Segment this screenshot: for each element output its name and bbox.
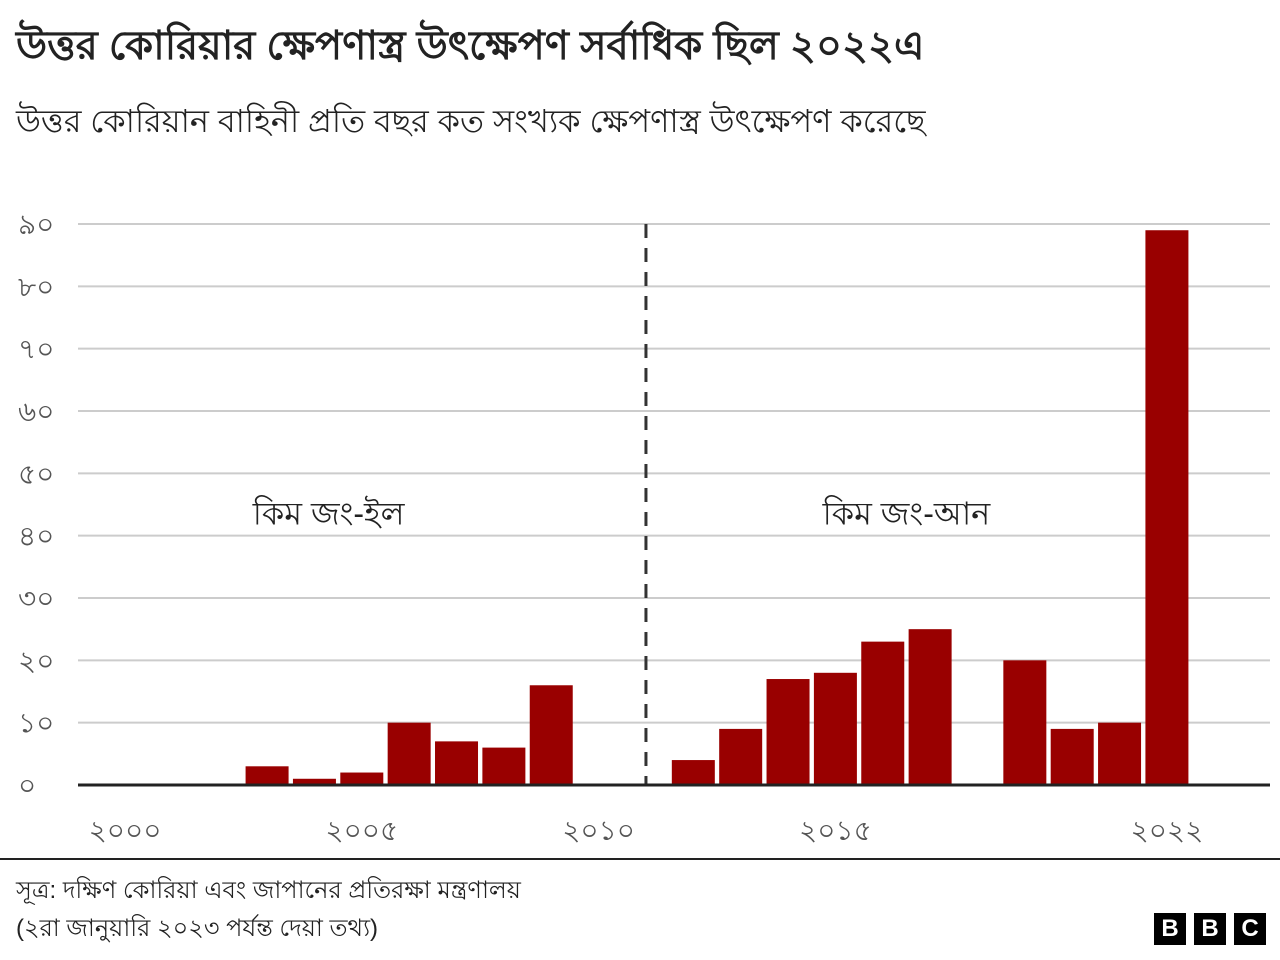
bar-2019 [1003,660,1047,785]
chart-subtitle: উত্তর কোরিয়ান বাহিনী প্রতি বছর কত সংখ্য… [16,103,926,139]
logo-letter: B [1154,913,1186,945]
footer-divider [0,858,1280,860]
source-line-2: (২রা জানুয়ারি ২০২৩ পর্যন্ত দেয়া তথ্য) [16,915,379,942]
y-tick-label: ৫০ [18,458,54,489]
x-tick-label: ২০২২ [1131,815,1204,846]
bar-2013 [719,728,763,785]
x-tick-label: ২০০৫ [325,815,398,846]
y-tick-label: ৪০ [18,521,54,552]
y-tick-label: ৬০ [18,396,54,427]
y-tick-label: ২০ [18,645,54,676]
x-tick-label: ২০১৫ [799,815,872,846]
bar-2017 [908,629,952,785]
era-label: কিম জং-আন [822,495,992,532]
bar-2015 [813,672,857,785]
logo-letter: C [1234,913,1266,945]
y-tick-label: ৩০ [18,583,54,614]
logo-letter: B [1194,913,1226,945]
y-tick-label: ০ [18,770,36,801]
y-tick-label: ৭০ [18,334,54,365]
source-line-1: সূত্র: দক্ষিণ কোরিয়া এবং জাপানের প্রতির… [16,877,521,904]
bar-2021 [1098,722,1142,785]
bar-2003 [245,766,289,785]
bar-2014 [766,679,810,785]
era-label: কিম জং-ইল [252,495,406,532]
bar-2016 [861,641,905,785]
x-tick-label: ২০১০ [562,815,635,846]
bar-2022 [1145,230,1189,785]
bar-chart: ০ ১০ ২০ ৩০ ৪০ ৫০ ৬০ ৭০ ৮০ ৯০ ২০০০ ২০০৫ ২০১০ ২০১৫ ২০২২ ক… [18,209,1270,846]
bar-2012 [671,760,715,785]
bbc-logo: B B C [1154,913,1266,945]
y-tick-label: ৯০ [18,209,54,240]
chart-title: উত্তর কোরিয়ার ক্ষেপণাস্ত্র উৎক্ষেপণ সর্… [16,24,925,68]
bar-2020 [1050,728,1094,785]
y-tick-label: ৮০ [18,271,54,302]
bar-2005 [340,772,384,785]
bar-2009 [529,685,573,785]
y-tick-label: ১০ [18,708,54,739]
source-note: সূত্র: দক্ষিণ কোরিয়া এবং জাপানের প্রতির… [16,872,521,948]
bar-2006 [387,722,431,785]
bar-2007 [435,741,479,785]
x-tick-label: ২০০০ [89,815,162,846]
bar-2004 [292,778,336,785]
bar-2008 [482,747,526,785]
